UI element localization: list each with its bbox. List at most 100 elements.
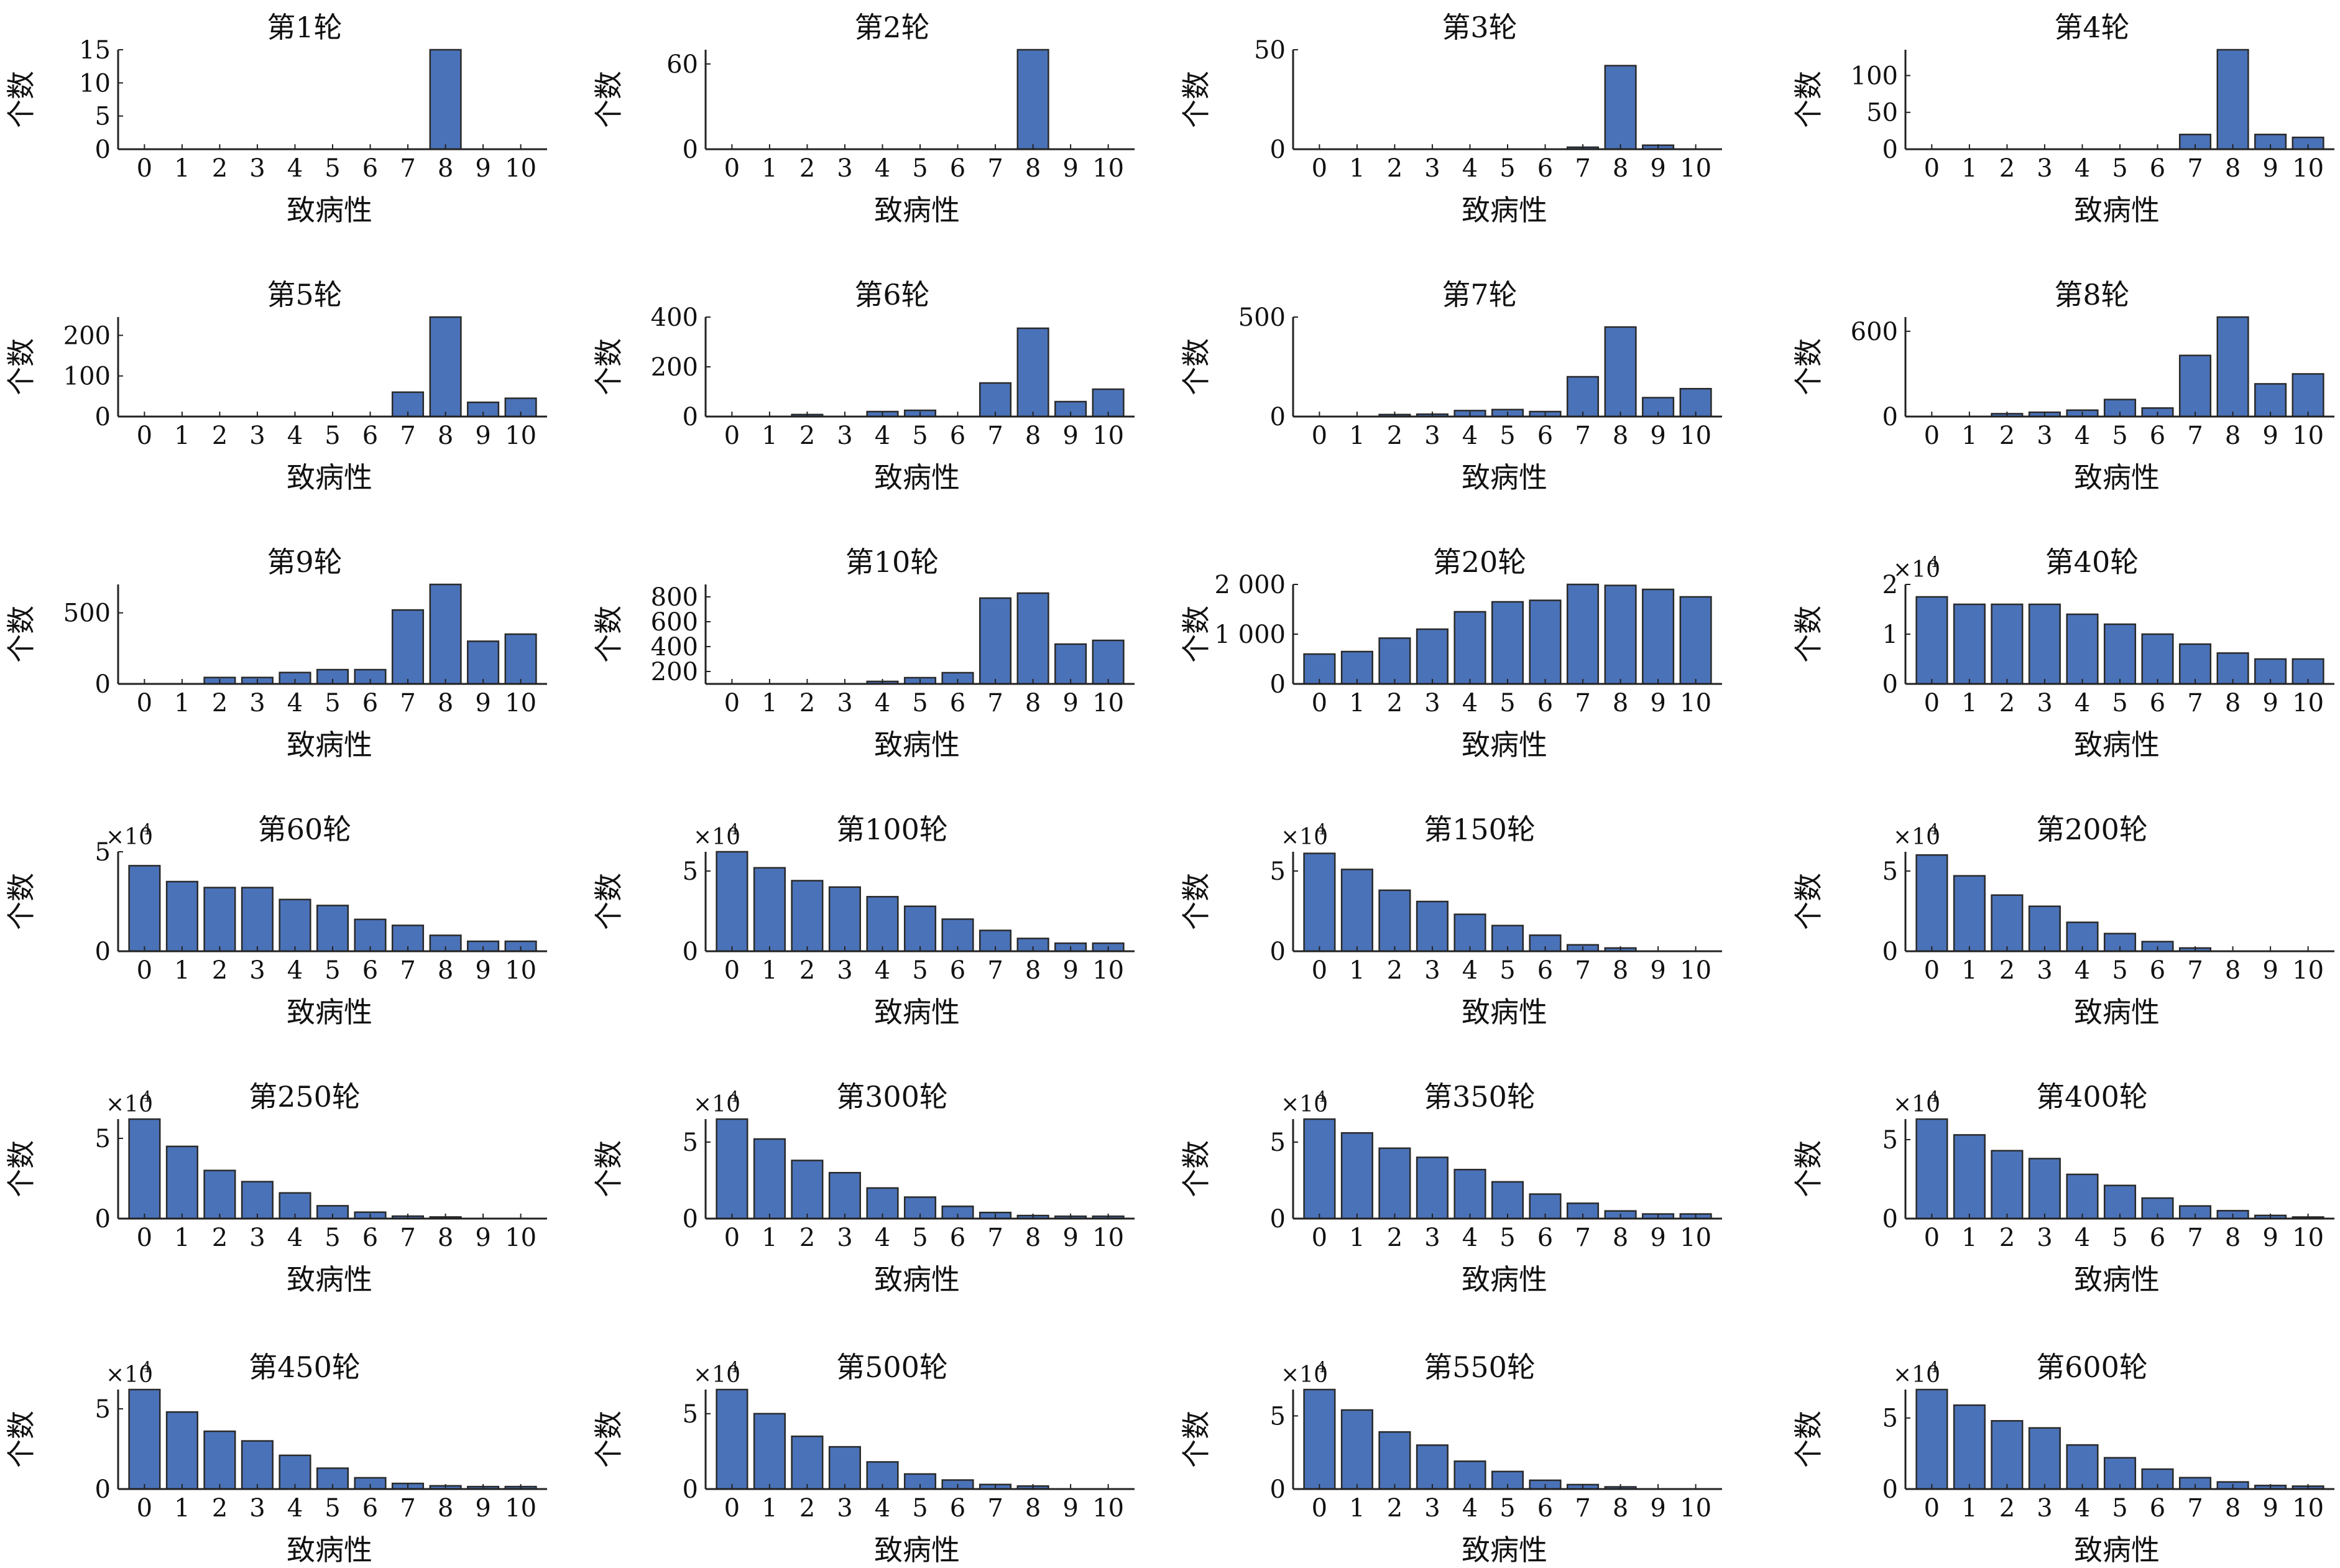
y-tick-label: 800 xyxy=(651,583,698,612)
y-tick-label: 0 xyxy=(683,136,698,164)
chart-title: 第10轮 xyxy=(845,545,939,579)
x-tick-label: 3 xyxy=(837,1494,852,1523)
x-tick-label: 4 xyxy=(2075,689,2090,717)
axis-multiplier: ×10 xyxy=(1893,557,1940,583)
bar xyxy=(866,1187,899,1220)
y-axis-label: 个数 xyxy=(4,1411,38,1468)
bar xyxy=(429,48,462,150)
x-tick-label: 7 xyxy=(1575,1494,1590,1523)
x-tick-label: 4 xyxy=(1462,689,1478,717)
x-tick-label: 7 xyxy=(987,956,1003,985)
y-tick-label: 600 xyxy=(1851,318,1898,346)
x-axis-label: 致病性 xyxy=(2074,1263,2160,1296)
x-tick-label: 8 xyxy=(1613,154,1628,183)
x-tick-label: 1 xyxy=(1961,422,1977,450)
x-tick-label: 10 xyxy=(505,154,537,183)
axis-multiplier-exponent: 4 xyxy=(1317,821,1326,838)
x-tick-label: 4 xyxy=(1462,1224,1478,1252)
x-tick-label: 6 xyxy=(2150,422,2165,450)
axis-multiplier-exponent: 4 xyxy=(142,1088,151,1105)
y-tick-label: 0 xyxy=(1882,136,1898,164)
x-tick-label: 5 xyxy=(1499,422,1515,450)
x-tick-label: 9 xyxy=(1062,1224,1078,1252)
x-tick-label: 7 xyxy=(2187,154,2203,183)
y-axis-label: 个数 xyxy=(592,1140,625,1197)
x-tick-label: 9 xyxy=(2262,422,2278,450)
bar xyxy=(716,1118,749,1220)
bar xyxy=(2028,1427,2061,1490)
bar xyxy=(828,1171,861,1220)
x-tick-label: 8 xyxy=(2225,1494,2241,1523)
bar xyxy=(1016,592,1049,685)
x-tick-label: 4 xyxy=(875,1224,890,1252)
y-axis-label: 个数 xyxy=(4,606,38,663)
bar xyxy=(1953,1134,1986,1220)
y-axis-label: 个数 xyxy=(592,1411,625,1468)
x-tick-label: 0 xyxy=(1924,1494,1940,1523)
bar xyxy=(1303,1118,1336,1220)
bar xyxy=(2178,643,2212,685)
bar xyxy=(1092,388,1125,418)
x-tick-label: 7 xyxy=(400,422,415,450)
x-tick-label: 9 xyxy=(1650,422,1665,450)
x-tick-label: 7 xyxy=(2187,422,2203,450)
x-tick-label: 4 xyxy=(1462,154,1478,183)
x-tick-label: 7 xyxy=(1575,1224,1590,1252)
y-tick-label: 500 xyxy=(63,599,111,628)
x-tick-label: 0 xyxy=(724,956,740,985)
y-axis-label: 个数 xyxy=(1179,606,1213,663)
bar xyxy=(753,867,786,952)
x-tick-label: 9 xyxy=(1650,689,1665,717)
bar xyxy=(941,918,974,952)
chart-title: 第300轮 xyxy=(836,1080,948,1114)
x-tick-label: 2 xyxy=(799,1494,815,1523)
x-tick-label: 6 xyxy=(2150,956,2165,985)
x-tick-label: 1 xyxy=(1349,956,1365,985)
x-tick-label: 9 xyxy=(1650,956,1665,985)
x-tick-label: 2 xyxy=(799,154,815,183)
x-tick-label: 1 xyxy=(1961,956,1977,985)
x-axis-label: 致病性 xyxy=(2074,995,2160,1029)
y-tick-label: 5 xyxy=(683,857,698,886)
x-tick-label: 0 xyxy=(1924,422,1940,450)
bar xyxy=(128,1118,161,1220)
y-axis-label: 个数 xyxy=(1179,1411,1213,1468)
x-tick-label: 2 xyxy=(1999,1224,2015,1252)
x-tick-label: 1 xyxy=(762,1494,777,1523)
x-tick-label: 8 xyxy=(1613,1224,1628,1252)
bar xyxy=(2028,603,2061,685)
x-tick-label: 2 xyxy=(212,1224,228,1252)
x-tick-label: 6 xyxy=(1537,956,1553,985)
x-tick-label: 10 xyxy=(1680,956,1711,985)
x-tick-label: 5 xyxy=(2112,956,2127,985)
x-tick-label: 5 xyxy=(912,689,928,717)
x-tick-label: 10 xyxy=(505,1494,537,1523)
axis-multiplier-exponent: 4 xyxy=(729,1088,739,1105)
y-axis-label: 个数 xyxy=(592,338,625,395)
x-axis-label: 致病性 xyxy=(2074,1533,2160,1567)
y-tick-label: 0 xyxy=(1270,670,1286,699)
bar xyxy=(753,1138,786,1220)
x-tick-label: 3 xyxy=(249,154,265,183)
x-tick-label: 3 xyxy=(837,956,852,985)
bar xyxy=(241,1440,274,1490)
x-tick-label: 9 xyxy=(1062,154,1078,183)
bar xyxy=(1303,1388,1336,1490)
y-tick-label: 5 xyxy=(1882,1404,1898,1433)
x-tick-label: 0 xyxy=(1312,689,1327,717)
x-tick-label: 3 xyxy=(1424,154,1440,183)
x-tick-label: 2 xyxy=(1387,154,1403,183)
chart-title: 第600轮 xyxy=(2036,1350,2148,1384)
x-tick-label: 2 xyxy=(212,956,228,985)
x-tick-label: 0 xyxy=(1312,956,1327,985)
bar xyxy=(1642,588,1675,685)
x-tick-label: 1 xyxy=(762,1224,777,1252)
x-tick-label: 6 xyxy=(2150,1224,2165,1252)
x-tick-label: 3 xyxy=(249,1224,265,1252)
